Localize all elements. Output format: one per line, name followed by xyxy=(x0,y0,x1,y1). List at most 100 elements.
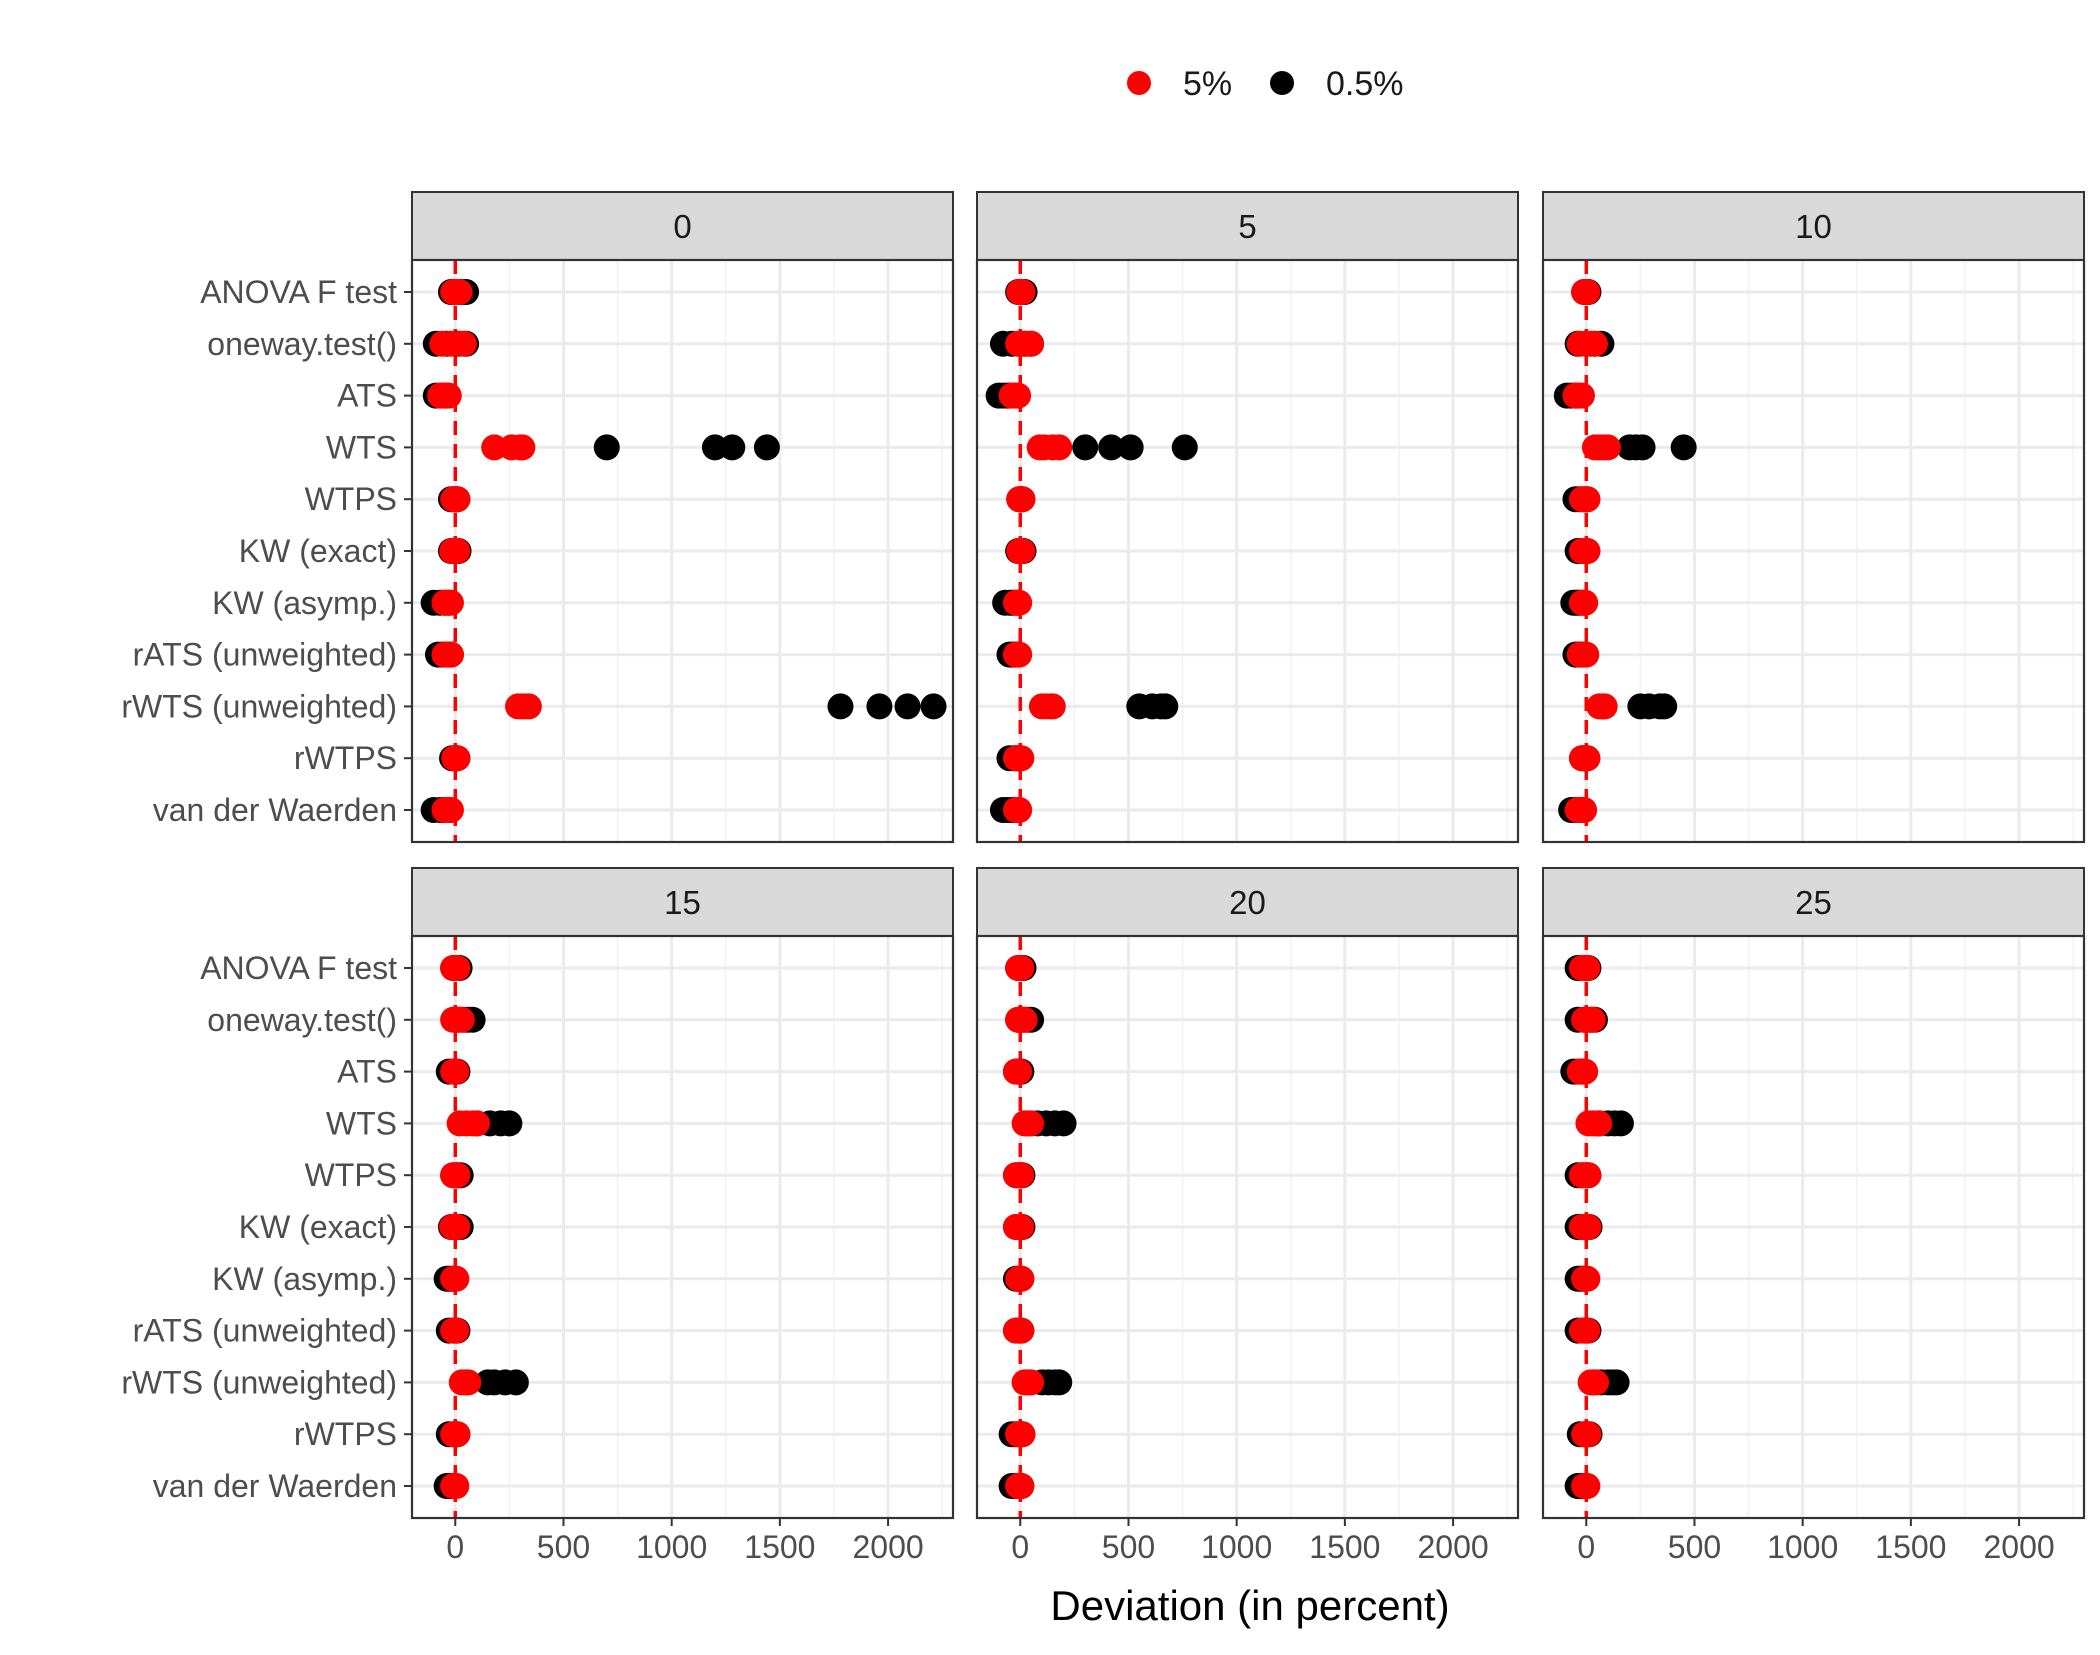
data-point-five-percent xyxy=(1586,1110,1613,1137)
legend-key-half-percent xyxy=(1270,71,1294,95)
facet-panel: 5 xyxy=(975,191,1520,844)
y-axis-label: rWTS (unweighted) xyxy=(121,688,397,724)
facet-panels: 0 ANOVA F test oneway.test() ATS WTS WTPS KW (… xyxy=(121,191,2086,1565)
x-axis-label: 500 xyxy=(1668,1529,1721,1565)
y-axis-label: KW (exact) xyxy=(239,1209,397,1245)
data-point-five-percent xyxy=(1575,1214,1602,1240)
data-point-five-percent xyxy=(443,1473,470,1499)
x-axis-label: 1000 xyxy=(636,1529,707,1565)
x-axis-label: 0 xyxy=(1011,1529,1029,1565)
legend-label: 5% xyxy=(1183,65,1232,103)
y-axis-label: ANOVA F test xyxy=(200,274,397,310)
data-point-five-percent xyxy=(1581,330,1608,357)
data-point-five-percent xyxy=(1008,1214,1035,1240)
data-point-five-percent xyxy=(437,797,464,823)
data-point-half-percent xyxy=(1050,1110,1077,1137)
y-axis-label: WTPS xyxy=(305,481,397,517)
x-axis-label: 2000 xyxy=(852,1529,923,1565)
data-point-half-percent xyxy=(502,1369,529,1396)
data-point-five-percent xyxy=(1573,641,1600,668)
x-axis-label: 1500 xyxy=(1309,1529,1380,1565)
data-point-five-percent xyxy=(1579,1006,1606,1033)
facet-strip xyxy=(976,191,1519,261)
y-axis-label: van der Waerden xyxy=(153,1468,397,1504)
legend-label: 0.5% xyxy=(1326,65,1404,103)
data-point-five-percent xyxy=(1574,279,1601,305)
data-point-five-percent xyxy=(437,641,464,668)
facet-panel: 25 0 500 1000 1500 2000 xyxy=(1541,867,2086,1565)
data-point-half-percent xyxy=(920,693,947,720)
y-axis-label: ANOVA F test xyxy=(200,950,397,986)
facet-strip-label: 5 xyxy=(1238,208,1256,245)
data-point-five-percent xyxy=(1575,1162,1602,1189)
data-point-half-percent xyxy=(894,693,921,720)
x-axis-label: 1000 xyxy=(1767,1529,1838,1565)
data-point-five-percent xyxy=(1009,538,1036,564)
data-point-five-percent xyxy=(444,955,471,981)
x-axis-label: 1500 xyxy=(744,1529,815,1565)
facet-panel: 0 ANOVA F test oneway.test() ATS WTS WTPS KW (… xyxy=(121,191,955,844)
facet-strip xyxy=(1542,191,2085,261)
facet-strip-label: 0 xyxy=(673,208,691,245)
data-point-five-percent xyxy=(1008,745,1035,772)
panel-border xyxy=(1541,934,2086,1520)
data-point-five-percent xyxy=(444,486,471,513)
data-point-five-percent xyxy=(444,1214,471,1240)
y-axis-label: WTPS xyxy=(305,1157,397,1193)
data-point-five-percent xyxy=(1574,1265,1601,1292)
data-point-half-percent xyxy=(1607,1110,1634,1137)
y-axis-label: KW (asymp.) xyxy=(212,585,397,621)
legend: 5% 0.5% xyxy=(1127,65,1404,103)
data-point-five-percent xyxy=(444,1421,471,1448)
y-axis-label: oneway.test() xyxy=(207,326,397,362)
data-point-half-percent xyxy=(1098,434,1125,461)
data-point-five-percent xyxy=(443,1058,470,1085)
data-point-five-percent xyxy=(1008,955,1035,981)
data-point-five-percent xyxy=(444,538,471,564)
y-axis-label: rWTPS xyxy=(294,740,397,776)
data-point-five-percent xyxy=(1574,486,1601,513)
data-point-half-percent xyxy=(753,434,780,461)
y-axis-label: rATS (unweighted) xyxy=(133,1313,397,1349)
data-point-five-percent xyxy=(1594,434,1621,461)
data-point-five-percent xyxy=(435,382,462,409)
facet-strip xyxy=(1542,867,2085,937)
y-axis-label: van der Waerden xyxy=(153,792,397,828)
x-axis-label: 1000 xyxy=(1201,1529,1272,1565)
data-point-half-percent xyxy=(1670,434,1697,461)
y-axis-label: rATS (unweighted) xyxy=(133,637,397,673)
x-axis-title: Deviation (in percent) xyxy=(1050,1582,1449,1629)
facet-panel: 20 0 500 1000 1500 2000 xyxy=(975,867,1520,1565)
data-point-half-percent xyxy=(1651,693,1678,720)
data-point-five-percent xyxy=(1006,641,1033,668)
y-axis-label: rWTPS xyxy=(294,1416,397,1452)
legend-key-five-percent xyxy=(1127,71,1151,95)
data-point-half-percent xyxy=(719,434,746,461)
data-point-five-percent xyxy=(444,745,471,772)
x-axis-label: 0 xyxy=(1577,1529,1595,1565)
data-point-five-percent xyxy=(455,1369,482,1396)
facet-strip-label: 25 xyxy=(1795,884,1832,921)
y-axis-label: ATS xyxy=(337,378,397,414)
data-point-five-percent xyxy=(1018,1110,1045,1137)
data-point-five-percent xyxy=(1574,955,1601,981)
data-point-five-percent xyxy=(448,1006,475,1033)
data-point-five-percent xyxy=(446,279,473,305)
data-point-five-percent xyxy=(1008,1317,1035,1344)
data-point-five-percent xyxy=(444,1162,471,1189)
data-point-five-percent xyxy=(1009,1421,1036,1448)
x-axis-label: 2000 xyxy=(1983,1529,2054,1565)
data-point-half-percent xyxy=(1629,434,1656,461)
data-point-half-percent xyxy=(1603,1369,1630,1396)
data-point-five-percent xyxy=(1572,1058,1599,1085)
data-point-five-percent xyxy=(1008,1265,1035,1292)
data-point-five-percent xyxy=(1006,797,1033,823)
data-point-five-percent xyxy=(1583,1369,1610,1396)
data-point-five-percent xyxy=(1575,1421,1602,1448)
data-point-five-percent xyxy=(1039,693,1066,720)
data-point-five-percent xyxy=(1005,382,1032,409)
data-point-half-percent xyxy=(1072,434,1099,461)
data-point-half-percent xyxy=(1171,434,1198,461)
data-point-five-percent xyxy=(1006,589,1033,616)
